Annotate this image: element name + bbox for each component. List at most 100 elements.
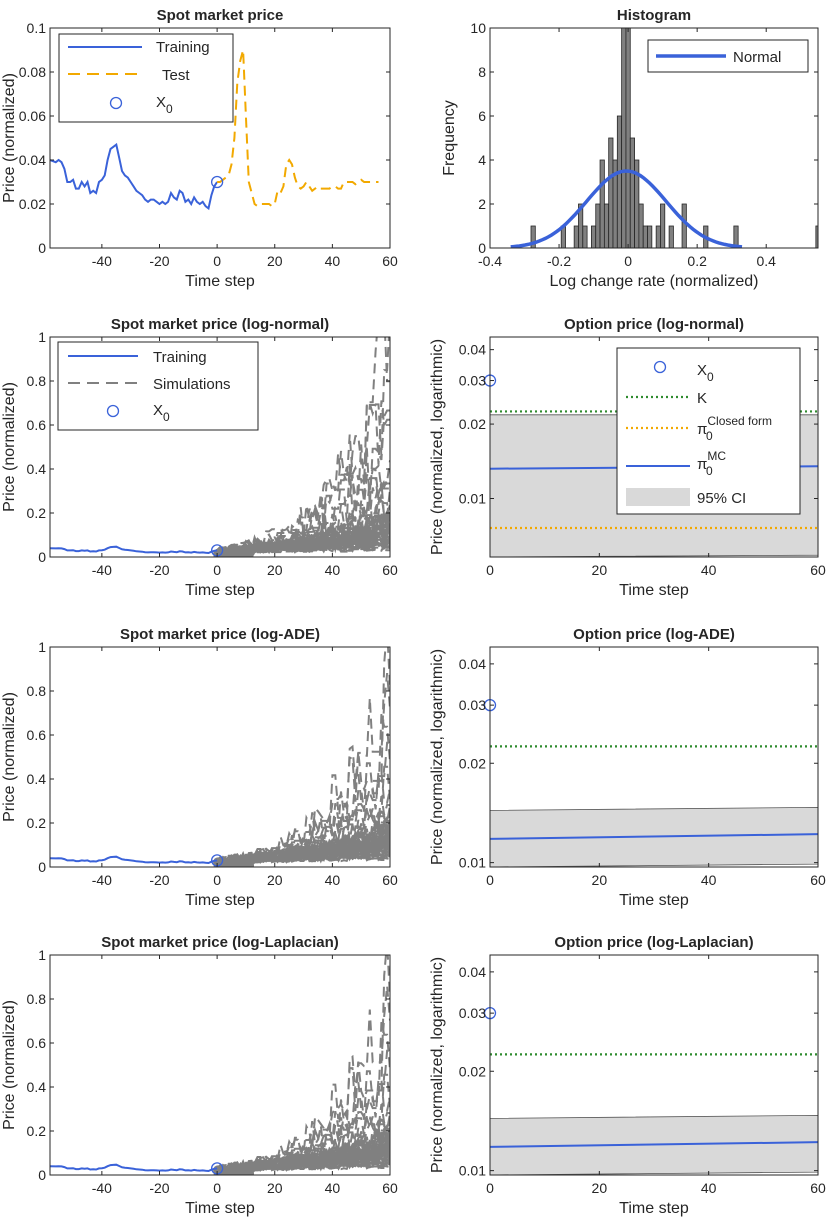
- x-tick-label: 60: [810, 562, 826, 578]
- chart-title: Spot market price (log-Laplacian): [101, 934, 339, 951]
- plot-area: [50, 955, 390, 1175]
- x0-sub: 0: [166, 102, 173, 116]
- legend-mc-label: πMC 0: [697, 449, 726, 478]
- y-tick-label: 1: [38, 639, 46, 655]
- y-tick-label: 0.02: [459, 1063, 486, 1079]
- x-tick-label: 60: [382, 562, 398, 578]
- x-tick-label: 0: [213, 872, 221, 888]
- simulation-cluster: [228, 552, 234, 557]
- y-axis-label: Price (normalized, logarithmic): [429, 649, 446, 865]
- simulation-path: [216, 805, 390, 865]
- x0-main: X: [697, 362, 707, 379]
- y-axis-label: Price (normalized, logarithmic): [429, 957, 446, 1173]
- x-axis-label: Time step: [185, 1200, 255, 1217]
- legend-closed-form-label: πClosed form 0: [697, 414, 772, 443]
- y-tick-label: 0.02: [459, 755, 486, 771]
- x0-marker: [210, 175, 224, 189]
- histogram-bar: [608, 137, 614, 248]
- y-axis-label: Frequency: [441, 100, 458, 176]
- x-tick-label: 20: [267, 562, 283, 578]
- axes-box: [49, 954, 391, 1176]
- histogram-bar: [573, 225, 579, 248]
- y-tick-label: 0.8: [27, 991, 47, 1007]
- x0-main: X: [153, 402, 163, 419]
- mc-line: [490, 833, 818, 840]
- y-tick-label: 0.6: [27, 727, 47, 743]
- x-tick-label: -40: [92, 562, 112, 578]
- plot-area: [50, 49, 379, 211]
- y-tick-label: 0.03: [459, 1005, 486, 1021]
- histogram-bar: [591, 225, 597, 248]
- legend-box: [616, 347, 801, 515]
- x-axis-label: Time step: [185, 892, 255, 909]
- y-tick-label: 8: [478, 64, 486, 80]
- x-tick-label: 20: [267, 872, 283, 888]
- simulation-path: [216, 524, 390, 555]
- panel-option-price: Option price (log-Laplacian) 0 20 40 60 0.01 0…: [429, 934, 826, 1217]
- x-tick-label: 20: [267, 253, 283, 269]
- histogram-bar: [625, 28, 631, 248]
- panel-option-price: Option price (log-ADE) 0 20 40 60 0.01 0.02 0.0…: [429, 626, 826, 909]
- panel-spot-simulation: Spot market price (log-normal) -40 -20 0 20 4…: [1, 316, 398, 599]
- legend-ci-label: 95% CI: [697, 490, 746, 507]
- y-tick-label: 0.08: [19, 64, 46, 80]
- histogram-bar: [599, 159, 605, 248]
- y-tick-label: 0: [38, 549, 46, 565]
- y-tick-label: 0.03: [459, 373, 486, 389]
- plot-area: [510, 28, 818, 248]
- panel-spot-simulation: Spot market price (log-Laplacian) -40 -20 0…: [1, 934, 398, 1217]
- simulation-cluster: [243, 860, 253, 867]
- panels: Spot market price-40 -20 0 20 40 6000.020.040…: [1, 7, 826, 1217]
- legend-k-label: K: [697, 390, 707, 407]
- histogram-bar: [603, 203, 610, 248]
- legend-x0-label: X0: [697, 362, 714, 384]
- x-axis-label: Log change rate (normalized): [549, 273, 758, 290]
- y-tick-label: 0.2: [27, 1123, 47, 1139]
- x-tick-label: 40: [325, 872, 341, 888]
- y-tick-label: 0.6: [27, 417, 47, 433]
- x-axis-label: Time step: [619, 1200, 689, 1217]
- y-tick-label: 0.04: [459, 342, 486, 358]
- y-tick-label: 4: [478, 152, 486, 168]
- chart-title: Histogram: [617, 7, 691, 24]
- plot-area: [490, 745, 818, 867]
- x-tick-label: 20: [267, 1180, 283, 1196]
- training-line: [50, 142, 218, 211]
- histogram-bar: [642, 225, 648, 248]
- simulation-path: [216, 1130, 390, 1172]
- histogram-bar: [660, 203, 666, 248]
- pi-symbol: π: [697, 421, 707, 438]
- chart-title: Spot market price: [157, 7, 284, 24]
- plot-area: [50, 337, 390, 557]
- plot-area: [50, 647, 390, 867]
- x-tick-label: 40: [325, 562, 341, 578]
- simulation-cluster: [248, 553, 254, 557]
- x-tick-label: 40: [325, 253, 341, 269]
- y-tick-label: 0.2: [27, 505, 47, 521]
- chart-title: Option price (log-Laplacian): [554, 934, 753, 951]
- panel-spot-price: Spot market price -40 -20 0 20 40 60 0 0.02 0.04 0…: [1, 7, 398, 290]
- chart-title: Spot market price (log-ADE): [120, 626, 320, 643]
- simulation-path: [216, 822, 390, 864]
- x-tick-label: -40: [92, 872, 112, 888]
- axes-box: [489, 27, 819, 249]
- simulation-path: [216, 647, 390, 864]
- histogram-bar: [616, 115, 623, 248]
- simulation-cluster: [222, 1171, 229, 1175]
- chart-title: Spot market price (log-normal): [111, 316, 329, 333]
- simulation-path: [216, 850, 390, 865]
- histogram-bar: [647, 225, 653, 248]
- simulation-path: [216, 1113, 390, 1173]
- histogram-bar: [595, 203, 601, 248]
- simulation-path: [216, 1049, 390, 1170]
- y-tick-label: 0.4: [27, 461, 47, 477]
- x-tick-label: 0: [213, 253, 221, 269]
- mc-line: [490, 1141, 818, 1148]
- test-line: [217, 49, 379, 208]
- legend-test-label: Test: [162, 67, 190, 84]
- x-tick-label: -20: [149, 253, 169, 269]
- legend: Normal: [647, 39, 809, 73]
- x-tick-label: 40: [325, 1180, 341, 1196]
- legend-training-label: Training: [156, 39, 210, 56]
